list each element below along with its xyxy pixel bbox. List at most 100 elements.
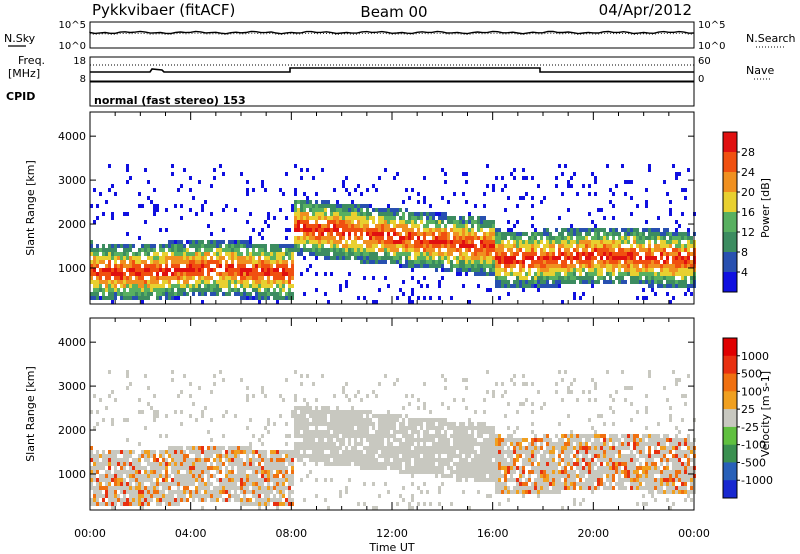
power-cell	[270, 280, 273, 284]
velocity-cell	[219, 490, 222, 494]
power-cell	[492, 256, 495, 260]
power-cell	[513, 240, 516, 244]
velocity-cell	[516, 458, 519, 462]
power-cell	[186, 280, 189, 284]
power-cell	[387, 284, 390, 288]
velocity-cell	[171, 466, 174, 470]
power-cell	[348, 192, 351, 196]
power-cell	[561, 192, 564, 196]
freq-unit-label: [MHz]	[8, 67, 40, 80]
power-cell	[402, 220, 405, 224]
power-cell	[528, 252, 531, 256]
velocity-cell	[234, 474, 237, 478]
velocity-cell	[168, 482, 171, 486]
power-cell	[99, 260, 102, 264]
velocity-cell	[348, 398, 351, 402]
power-cell	[267, 264, 270, 268]
power-cell	[306, 196, 309, 200]
velocity-cell	[228, 474, 231, 478]
power-cell	[150, 280, 153, 284]
power-cell	[576, 240, 579, 244]
velocity-cell	[291, 414, 294, 418]
velocity-cell	[210, 390, 213, 394]
velocity-cell	[243, 466, 246, 470]
power-cell	[645, 272, 648, 276]
velocity-cell	[153, 410, 156, 414]
power-cell	[648, 268, 651, 272]
velocity-cell	[228, 454, 231, 458]
velocity-cell	[450, 466, 453, 470]
power-cell	[348, 232, 351, 236]
power-cell	[261, 180, 264, 184]
velocity-cell	[240, 470, 243, 474]
velocity-cell	[438, 418, 441, 422]
power-cell	[471, 268, 474, 272]
power-cell	[663, 240, 666, 244]
power-cell	[126, 232, 129, 236]
power-cell	[204, 200, 207, 204]
power-cell	[393, 240, 396, 244]
power-cell	[504, 244, 507, 248]
velocity-cell	[441, 474, 444, 478]
power-cell	[540, 200, 543, 204]
velocity-cell	[441, 402, 444, 406]
power-cell	[366, 212, 369, 216]
power-cell	[441, 252, 444, 256]
velocity-cell	[144, 450, 147, 454]
velocity-cell	[417, 430, 420, 434]
freq-line	[90, 67, 694, 73]
power-cell	[651, 272, 654, 276]
power-cell	[486, 240, 489, 244]
power-cell	[141, 280, 144, 284]
power-cell	[681, 236, 684, 240]
power-cell	[102, 252, 105, 256]
power-cell	[558, 164, 561, 168]
power-cell	[366, 260, 369, 264]
velocity-cell	[285, 442, 288, 446]
power-cell	[234, 276, 237, 280]
velocity-cell	[243, 494, 246, 498]
velocity-cell	[375, 434, 378, 438]
velocity-cell	[105, 462, 108, 466]
power-cell	[312, 228, 315, 232]
power-cell	[234, 208, 237, 212]
power-cell	[603, 216, 606, 220]
velocity-cell	[270, 458, 273, 462]
power-cell	[363, 260, 366, 264]
velocity-cell	[528, 462, 531, 466]
power-cell	[645, 256, 648, 260]
power-cell	[585, 240, 588, 244]
power-cell	[522, 280, 525, 284]
velocity-cell	[171, 458, 174, 462]
velocity-cell	[510, 458, 513, 462]
velocity-cell	[519, 474, 522, 478]
power-cell	[405, 260, 408, 264]
power-cell	[600, 248, 603, 252]
power-cell	[435, 228, 438, 232]
power-cell	[252, 260, 255, 264]
velocity-cell	[177, 494, 180, 498]
velocity-cell	[531, 462, 534, 466]
velocity-cell	[423, 470, 426, 474]
power-cell	[258, 232, 261, 236]
power-cell	[444, 252, 447, 256]
velocity-cell	[285, 486, 288, 490]
velocity-cell	[162, 466, 165, 470]
power-cell	[525, 256, 528, 260]
velocity-cell	[489, 434, 492, 438]
velocity-cell	[267, 422, 270, 426]
velocity-cell	[537, 450, 540, 454]
power-cell	[597, 236, 600, 240]
velocity-cell	[465, 434, 468, 438]
power-cell	[624, 256, 627, 260]
power-cell	[471, 228, 474, 232]
power-cell	[576, 228, 579, 232]
velocity-cell	[207, 450, 210, 454]
power-cell	[138, 268, 141, 272]
power-cell	[291, 272, 294, 276]
velocity-cell	[285, 450, 288, 454]
power-cell	[678, 232, 681, 236]
power-cell	[528, 248, 531, 252]
velocity-cell	[102, 474, 105, 478]
velocity-cell	[306, 442, 309, 446]
